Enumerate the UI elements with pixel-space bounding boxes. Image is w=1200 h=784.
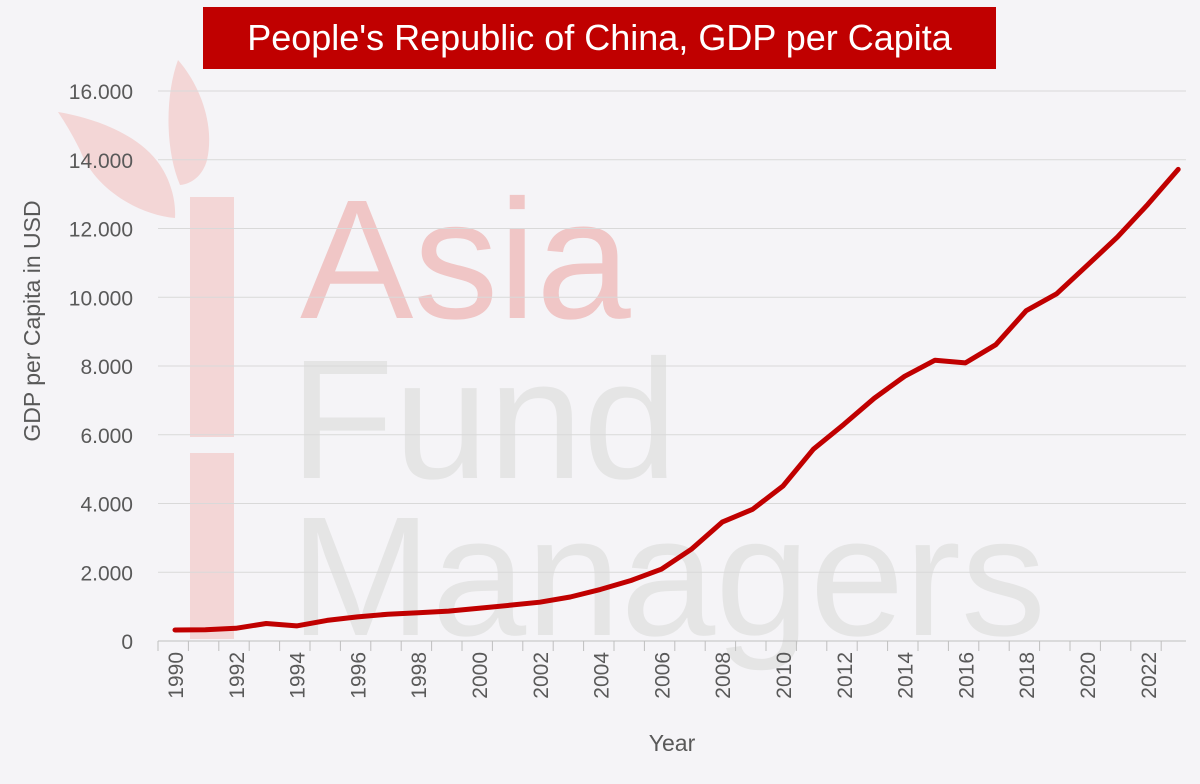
y-tick-label: 10.000 — [69, 287, 133, 310]
x-tick-label: 1998 — [408, 652, 431, 699]
watermark-leaf-right-icon — [168, 60, 210, 185]
y-tick-label: 14.000 — [69, 150, 133, 173]
x-tick-label: 2020 — [1077, 652, 1100, 699]
x-tick-label: 2016 — [955, 652, 978, 699]
x-tick-label: 2022 — [1138, 652, 1161, 699]
y-tick-label: 2.000 — [80, 562, 133, 585]
y-tick-label: 12.000 — [69, 219, 133, 242]
x-tick-label: 2012 — [834, 652, 857, 699]
x-tick-label: 2000 — [469, 652, 492, 699]
grid-lines — [158, 90, 1186, 573]
x-tick-label: 1996 — [347, 652, 370, 699]
watermark-leaf-left-icon — [58, 112, 176, 218]
y-tick-label: 16.000 — [69, 81, 133, 104]
watermark-bar-upper — [190, 197, 234, 437]
x-tick-label: 2008 — [712, 652, 735, 699]
x-tick-label: 1992 — [226, 652, 249, 699]
x-tick-label: 2006 — [651, 652, 674, 699]
x-tick-label: 2010 — [773, 652, 796, 699]
y-tick-label: 0 — [121, 631, 133, 654]
watermark-word-fund: Fund — [290, 325, 677, 515]
x-tick-label: 1994 — [287, 652, 310, 699]
x-tick-label: 2014 — [895, 652, 918, 699]
watermark-bar-lower — [190, 453, 234, 639]
x-axis: 1990 1992 1994 1996 1998 2000 2002 2004 2006 2008… — [157, 640, 1186, 699]
series-group — [172, 166, 1181, 633]
x-axis-label: Year — [649, 730, 696, 756]
watermark-word-asia: Asia — [300, 165, 631, 355]
x-tick-label: 2018 — [1016, 652, 1039, 699]
watermark-logo: Asia Fund Managers — [58, 60, 1046, 672]
series-line — [172, 166, 1181, 633]
x-tick-label: 1990 — [165, 652, 188, 699]
y-axis-label: GDP per Capita in USD — [19, 200, 45, 441]
y-axis: 0 2.000 4.000 6.000 8.000 10.000 12.000 14.000 1… — [69, 81, 133, 654]
x-tick-label: 2004 — [591, 652, 614, 699]
y-tick-label: 4.000 — [80, 494, 133, 517]
chart-title: People's Republic of China, GDP per Capi… — [203, 7, 996, 69]
y-tick-label: 6.000 — [80, 425, 133, 448]
y-tick-label: 8.000 — [80, 356, 133, 379]
x-tick-label: 2002 — [530, 652, 553, 699]
watermark-word-managers: Managers — [290, 482, 1046, 672]
